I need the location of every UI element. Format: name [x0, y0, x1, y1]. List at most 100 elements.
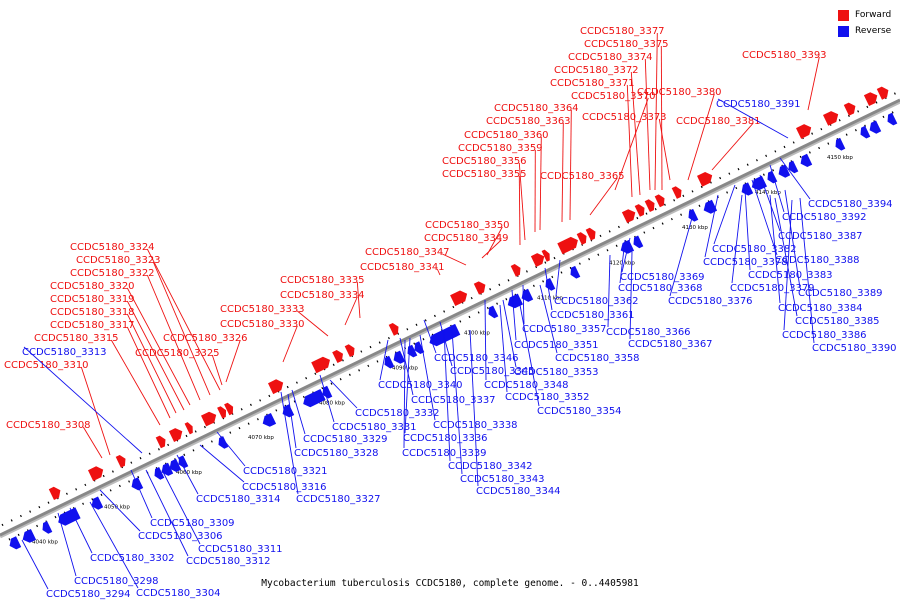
forward-gene-8 — [224, 402, 234, 416]
reverse-label-2: CCDC5180_3392 — [782, 212, 867, 223]
axis-tick — [719, 176, 722, 180]
axis-tick — [762, 173, 765, 176]
reverse-leader-14 — [621, 237, 631, 273]
reverse-gene-35 — [800, 153, 813, 167]
forward-leader-11 — [518, 175, 521, 246]
reverse-label-16: CCDC5180_3376 — [668, 296, 753, 307]
reverse-label-43: CCDC5180_3316 — [242, 482, 327, 493]
reverse-gene-37 — [860, 125, 871, 139]
reverse-label-54: CCDC5180_3304 — [136, 588, 221, 599]
reverse-label-35: CCDC5180_3342 — [448, 461, 533, 472]
axis-tick — [468, 315, 471, 319]
forward-label-36: CCDC5180_3308 — [6, 420, 91, 431]
reverse-label-18: CCDC5180_3361 — [550, 310, 635, 321]
reverse-leader-20 — [607, 254, 611, 328]
forward-label-16: CCDC5180_3393 — [742, 50, 827, 61]
reverse-label-19: CCDC5180_3357 — [522, 324, 607, 335]
axis-tick — [203, 425, 206, 429]
forward-leader-10 — [518, 162, 526, 241]
forward-gene-7 — [217, 406, 227, 419]
forward-label-7: CCDC5180_3363 — [486, 116, 571, 127]
axis-tick — [305, 376, 308, 380]
forward-gene-6 — [201, 411, 217, 427]
reverse-label-10: CCDC5180_3384 — [778, 303, 863, 314]
axis-tick — [652, 226, 655, 230]
forward-label-27: CCDC5180_3324 — [70, 242, 155, 253]
reverse-leader-36 — [451, 329, 463, 475]
reverse-label-34: CCDC5180_3339 — [402, 448, 487, 459]
axis-tick — [433, 314, 436, 318]
axis-tick — [183, 453, 186, 456]
reverse-gene-4 — [91, 496, 104, 510]
forward-gene-2 — [115, 455, 126, 468]
legend-reverse-label: Reverse — [855, 26, 892, 36]
reverse-leader-11 — [774, 197, 798, 317]
axis-tick — [866, 105, 869, 109]
axis-tick — [247, 422, 250, 425]
reverse-gene-39 — [887, 112, 898, 126]
forward-gene-29 — [823, 111, 839, 126]
axis-tick — [569, 266, 572, 270]
axis-tick — [691, 190, 694, 193]
reverse-gene-9 — [178, 455, 189, 469]
forward-label-11: CCDC5180_3355 — [442, 169, 527, 180]
reverse-leader-43 — [199, 444, 245, 483]
reverse-gene-29 — [703, 199, 718, 214]
axis-tick — [709, 181, 712, 184]
forward-gene-25 — [654, 194, 665, 208]
reverse-leader-44 — [280, 391, 299, 495]
genome-axis — [0, 98, 900, 537]
reverse-leader-15 — [619, 239, 626, 284]
reverse-leader-21 — [629, 251, 633, 340]
axis-tick — [808, 151, 811, 154]
axis-tick — [293, 400, 296, 403]
forward-leader-20 — [436, 268, 441, 276]
reverse-label-27: CCDC5180_3348 — [484, 380, 569, 391]
axis-tick — [201, 444, 204, 448]
forward-leader-33 — [126, 326, 171, 419]
axis-tick-label: 4060 kbp — [176, 470, 202, 476]
axis-tick — [369, 345, 372, 349]
axis-tick — [891, 111, 894, 114]
reverse-gene-13 — [303, 389, 326, 408]
reverse-leader-30 — [379, 339, 389, 381]
axis-tick — [792, 141, 795, 144]
reverse-label-3: CCDC5180_3387 — [778, 231, 863, 242]
forward-leader-16 — [807, 56, 820, 111]
reverse-label-1: CCDC5180_3394 — [808, 199, 893, 210]
forward-gene-30 — [843, 102, 856, 116]
forward-gene-28 — [796, 124, 812, 139]
axis-tick — [268, 394, 271, 398]
axis-tick-label: 4090 kbp — [392, 365, 418, 371]
forward-label-20: CCDC5180_3341 — [360, 262, 445, 273]
axis-tick — [682, 194, 685, 198]
axis-tick — [553, 256, 556, 260]
reverse-label-9: CCDC5180_3389 — [798, 288, 883, 299]
axis-tick — [387, 336, 390, 340]
forward-leader-1 — [660, 45, 663, 191]
axis-tick — [406, 328, 409, 331]
reverse-label-4: CCDC5180_3388 — [775, 255, 860, 266]
axis-tick — [332, 363, 335, 366]
axis-tick — [139, 457, 142, 460]
axis-tick-label: 4070 kbp — [248, 435, 274, 441]
forward-leader-5 — [614, 97, 649, 191]
axis-tick — [459, 320, 462, 323]
axis-tick — [470, 296, 473, 300]
reverse-leader-42 — [216, 431, 246, 467]
forward-label-32: CCDC5180_3318 — [50, 307, 135, 318]
forward-label-35: CCDC5180_3310 — [4, 360, 89, 371]
forward-gene-19 — [557, 236, 578, 255]
reverse-gene-22 — [507, 293, 523, 309]
reverse-leader-23 — [539, 284, 558, 354]
reverse-gene-34 — [788, 160, 799, 174]
axis-tick — [661, 222, 664, 225]
forward-gene-18 — [541, 249, 550, 262]
reverse-leader-27 — [484, 299, 487, 381]
axis-tick — [109, 489, 112, 492]
axis-tick — [854, 129, 857, 132]
axis-tick — [827, 142, 830, 145]
reverse-leader-48 — [99, 489, 141, 532]
legend-reverse-swatch — [838, 25, 849, 37]
